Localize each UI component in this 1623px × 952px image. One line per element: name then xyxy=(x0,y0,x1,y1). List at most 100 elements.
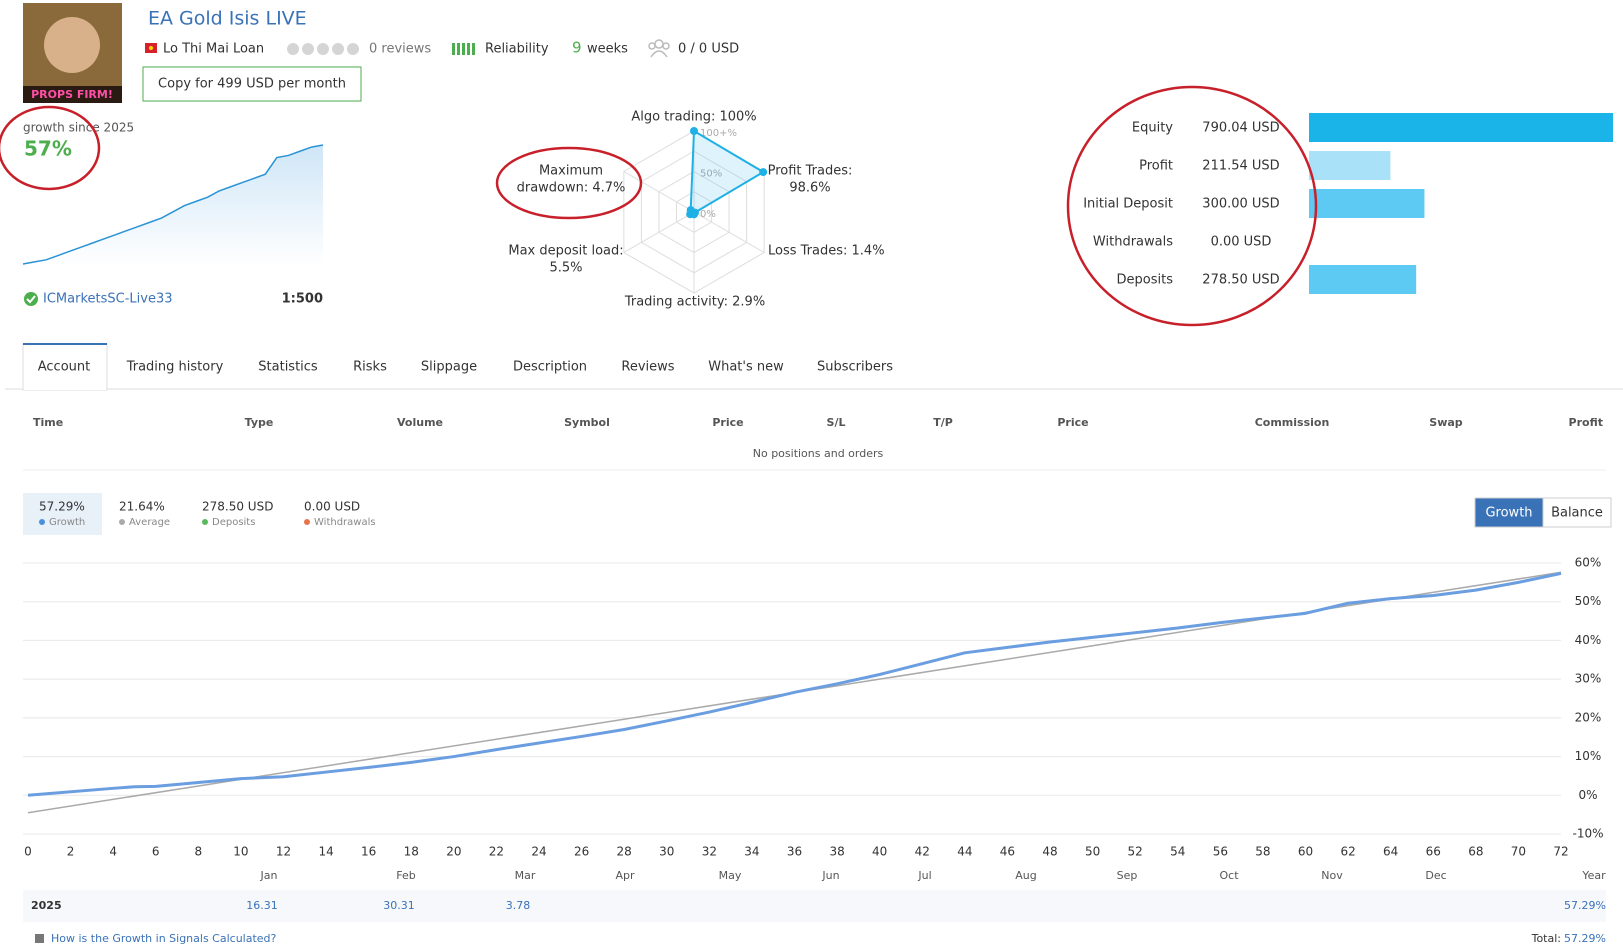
x-tick-label: 68 xyxy=(1468,845,1483,859)
y-tick-label: 20% xyxy=(1575,710,1602,724)
toggle-button[interactable] xyxy=(1474,497,1544,528)
reliability: Reliability xyxy=(485,42,549,57)
logo-text: PROPS FIRM! xyxy=(31,88,113,101)
sparkline-title: growth since 2025 xyxy=(23,121,134,135)
annotation-circle xyxy=(495,146,643,220)
year-cell: 3.78 xyxy=(506,899,531,912)
x-tick-label: 8 xyxy=(195,845,203,859)
x-tick-label: 2 xyxy=(67,845,75,859)
toggle-label[interactable]: Growth xyxy=(1485,506,1532,521)
x-tick-label: 34 xyxy=(744,845,759,859)
summary-dot xyxy=(304,519,310,525)
balance-label: Initial Deposit xyxy=(1083,197,1173,212)
summary-label: Growth xyxy=(49,517,85,528)
balance-value: 790.04 USD xyxy=(1202,121,1279,136)
tab[interactable]: Statistics xyxy=(258,360,318,375)
tab[interactable]: Description xyxy=(513,360,587,375)
toggle-label[interactable]: Balance xyxy=(1551,506,1603,521)
reviews[interactable]: 0 reviews xyxy=(369,42,431,57)
month-label: Mar xyxy=(515,869,536,882)
y-tick-label: 0% xyxy=(1578,788,1597,802)
radar-label: Algo trading: 100% xyxy=(631,110,756,125)
summary-value: 21.64% xyxy=(119,500,165,514)
year-row xyxy=(23,890,1606,922)
x-tick-label: 72 xyxy=(1553,845,1568,859)
help-link[interactable]: How is the Growth in Signals Calculated? xyxy=(51,932,277,945)
table-column: Swap xyxy=(1429,416,1463,429)
summary-active xyxy=(23,493,102,535)
x-tick-label: 50 xyxy=(1085,845,1100,859)
sparkline xyxy=(22,144,324,265)
x-tick-label: 70 xyxy=(1511,845,1526,859)
tab[interactable]: Slippage xyxy=(421,360,477,375)
radar-spoke xyxy=(623,211,695,253)
radar-label: Maximum xyxy=(539,164,603,179)
table-column: Volume xyxy=(397,416,443,429)
x-tick-label: 0 xyxy=(24,845,32,859)
tab[interactable]: What's new xyxy=(708,360,784,375)
balance-bar xyxy=(1309,151,1391,180)
tab[interactable]: Trading history xyxy=(126,360,224,375)
x-tick-label: 40 xyxy=(872,845,887,859)
x-tick-label: 18 xyxy=(404,845,419,859)
x-tick-label: 16 xyxy=(361,845,376,859)
balance-label: Equity xyxy=(1132,121,1173,136)
x-tick-label: 24 xyxy=(531,845,546,859)
toggle-button[interactable] xyxy=(1542,497,1612,528)
copy-button-label[interactable]: Copy for 499 USD per month xyxy=(158,77,346,92)
month-label: Jan xyxy=(260,869,278,882)
x-tick-label: 10 xyxy=(233,845,248,859)
x-tick-label: 26 xyxy=(574,845,589,859)
summary-dot xyxy=(119,519,125,525)
weeks-label: weeks xyxy=(587,42,628,57)
balance-bar xyxy=(1309,265,1417,294)
tab[interactable]: Reviews xyxy=(621,360,674,375)
x-tick-label: 56 xyxy=(1213,845,1228,859)
x-tick-label: 4 xyxy=(109,845,117,859)
summary-value: 57.29% xyxy=(39,500,85,514)
y-tick-label: -10% xyxy=(1572,827,1603,841)
radar-spoke xyxy=(693,211,765,253)
balance-value: 0.00 USD xyxy=(1211,235,1272,250)
tab[interactable]: Account xyxy=(38,360,91,375)
summary-value: 278.50 USD xyxy=(202,500,273,514)
radar-label: Trading activity: 2.9% xyxy=(624,295,765,310)
table-column: Type xyxy=(245,416,274,429)
month-label: Oct xyxy=(1219,869,1239,882)
radar-label: 5.5% xyxy=(549,261,582,276)
radar-tick-label: 50% xyxy=(700,169,722,180)
growth-line xyxy=(27,571,1562,797)
signal-title: EA Gold Isis LIVE xyxy=(148,8,307,30)
total-label: Total: xyxy=(1531,932,1561,945)
tab[interactable]: Risks xyxy=(353,360,387,375)
x-tick-label: 38 xyxy=(829,845,844,859)
table-column: Time xyxy=(33,416,63,429)
balance-value: 211.54 USD xyxy=(1202,159,1279,174)
x-tick-label: 28 xyxy=(617,845,632,859)
x-tick-label: 52 xyxy=(1128,845,1143,859)
copy-button[interactable] xyxy=(142,66,362,102)
subscribers: 0 / 0 USD xyxy=(678,42,739,57)
radar-point xyxy=(759,168,768,177)
summary-dot xyxy=(39,519,45,525)
verified-icon xyxy=(24,292,38,306)
radar-point xyxy=(686,206,695,215)
y-tick-label: 60% xyxy=(1575,556,1602,570)
summary-value: 0.00 USD xyxy=(304,500,360,514)
x-tick-label: 30 xyxy=(659,845,674,859)
month-label: Sep xyxy=(1117,869,1138,882)
broker-name[interactable]: ICMarketsSC-Live33 xyxy=(43,292,172,307)
author: Lo Thi Mai Loan xyxy=(163,42,264,57)
year: 2025 xyxy=(31,899,62,912)
tab[interactable]: Subscribers xyxy=(817,360,893,375)
x-tick-label: 48 xyxy=(1042,845,1057,859)
balance-value: 278.50 USD xyxy=(1202,273,1279,288)
info-icon xyxy=(35,934,44,943)
summary-dot xyxy=(202,519,208,525)
y-tick-label: 40% xyxy=(1575,633,1602,647)
year-cell: 30.31 xyxy=(383,899,415,912)
rating-stars xyxy=(287,43,359,55)
x-tick-label: 62 xyxy=(1340,845,1355,859)
balance-label: Withdrawals xyxy=(1093,235,1173,250)
table-column: S/L xyxy=(827,416,846,429)
